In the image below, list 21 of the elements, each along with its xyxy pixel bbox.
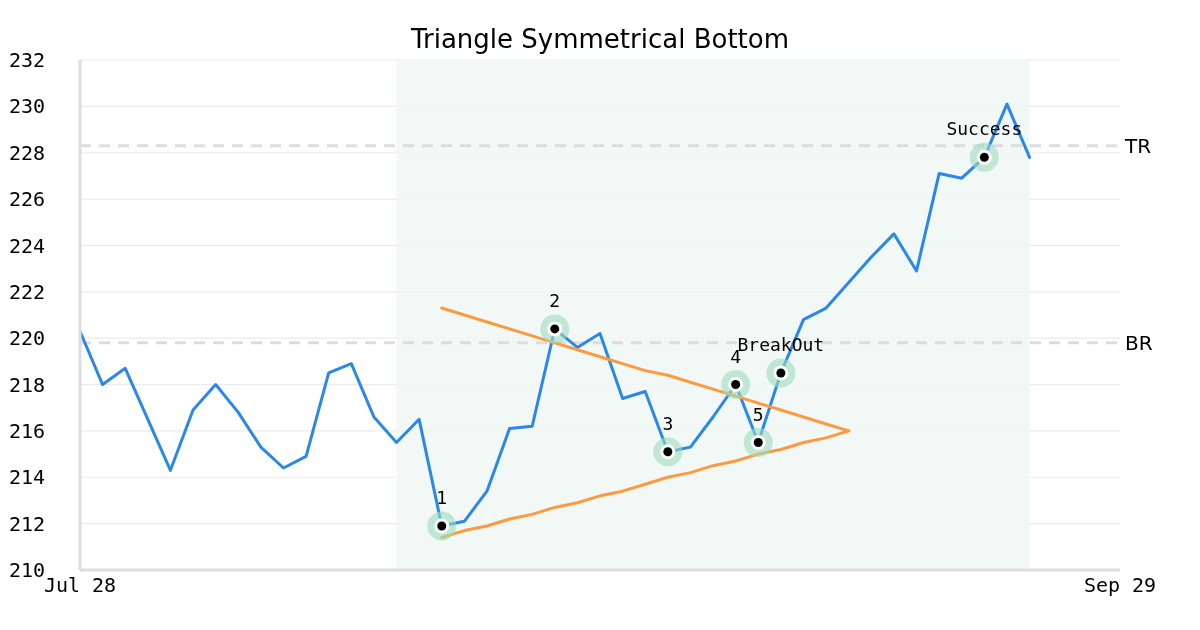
y-tick-label: 228 (8, 140, 45, 165)
x-tick-label: Jul 28 (43, 573, 117, 598)
y-tick-label: 210 (8, 558, 45, 583)
y-tick-label: 214 (8, 465, 45, 490)
ref-line-label: BR (1125, 330, 1153, 355)
y-tick-label: 224 (8, 233, 45, 258)
x-tick-label: Sep 29 (1083, 573, 1157, 598)
annotation: 2 (549, 289, 561, 311)
y-tick-label: 212 (8, 511, 45, 536)
y-tick-label: 226 (8, 187, 45, 212)
annotation: 5 (752, 403, 764, 425)
y-tick-label: 230 (8, 94, 45, 119)
ref-line-label: TR (1124, 133, 1152, 158)
chart-title: Triangle Symmetrical Bottom (410, 24, 790, 54)
y-tick-label: 218 (8, 372, 45, 397)
y-tick-label: 232 (8, 48, 45, 73)
annotation: 1 (436, 486, 448, 508)
y-tick-label: 222 (8, 279, 45, 304)
y-tick-label: 216 (8, 419, 45, 444)
annotation: 3 (662, 412, 674, 434)
y-tick-label: 220 (8, 326, 45, 351)
